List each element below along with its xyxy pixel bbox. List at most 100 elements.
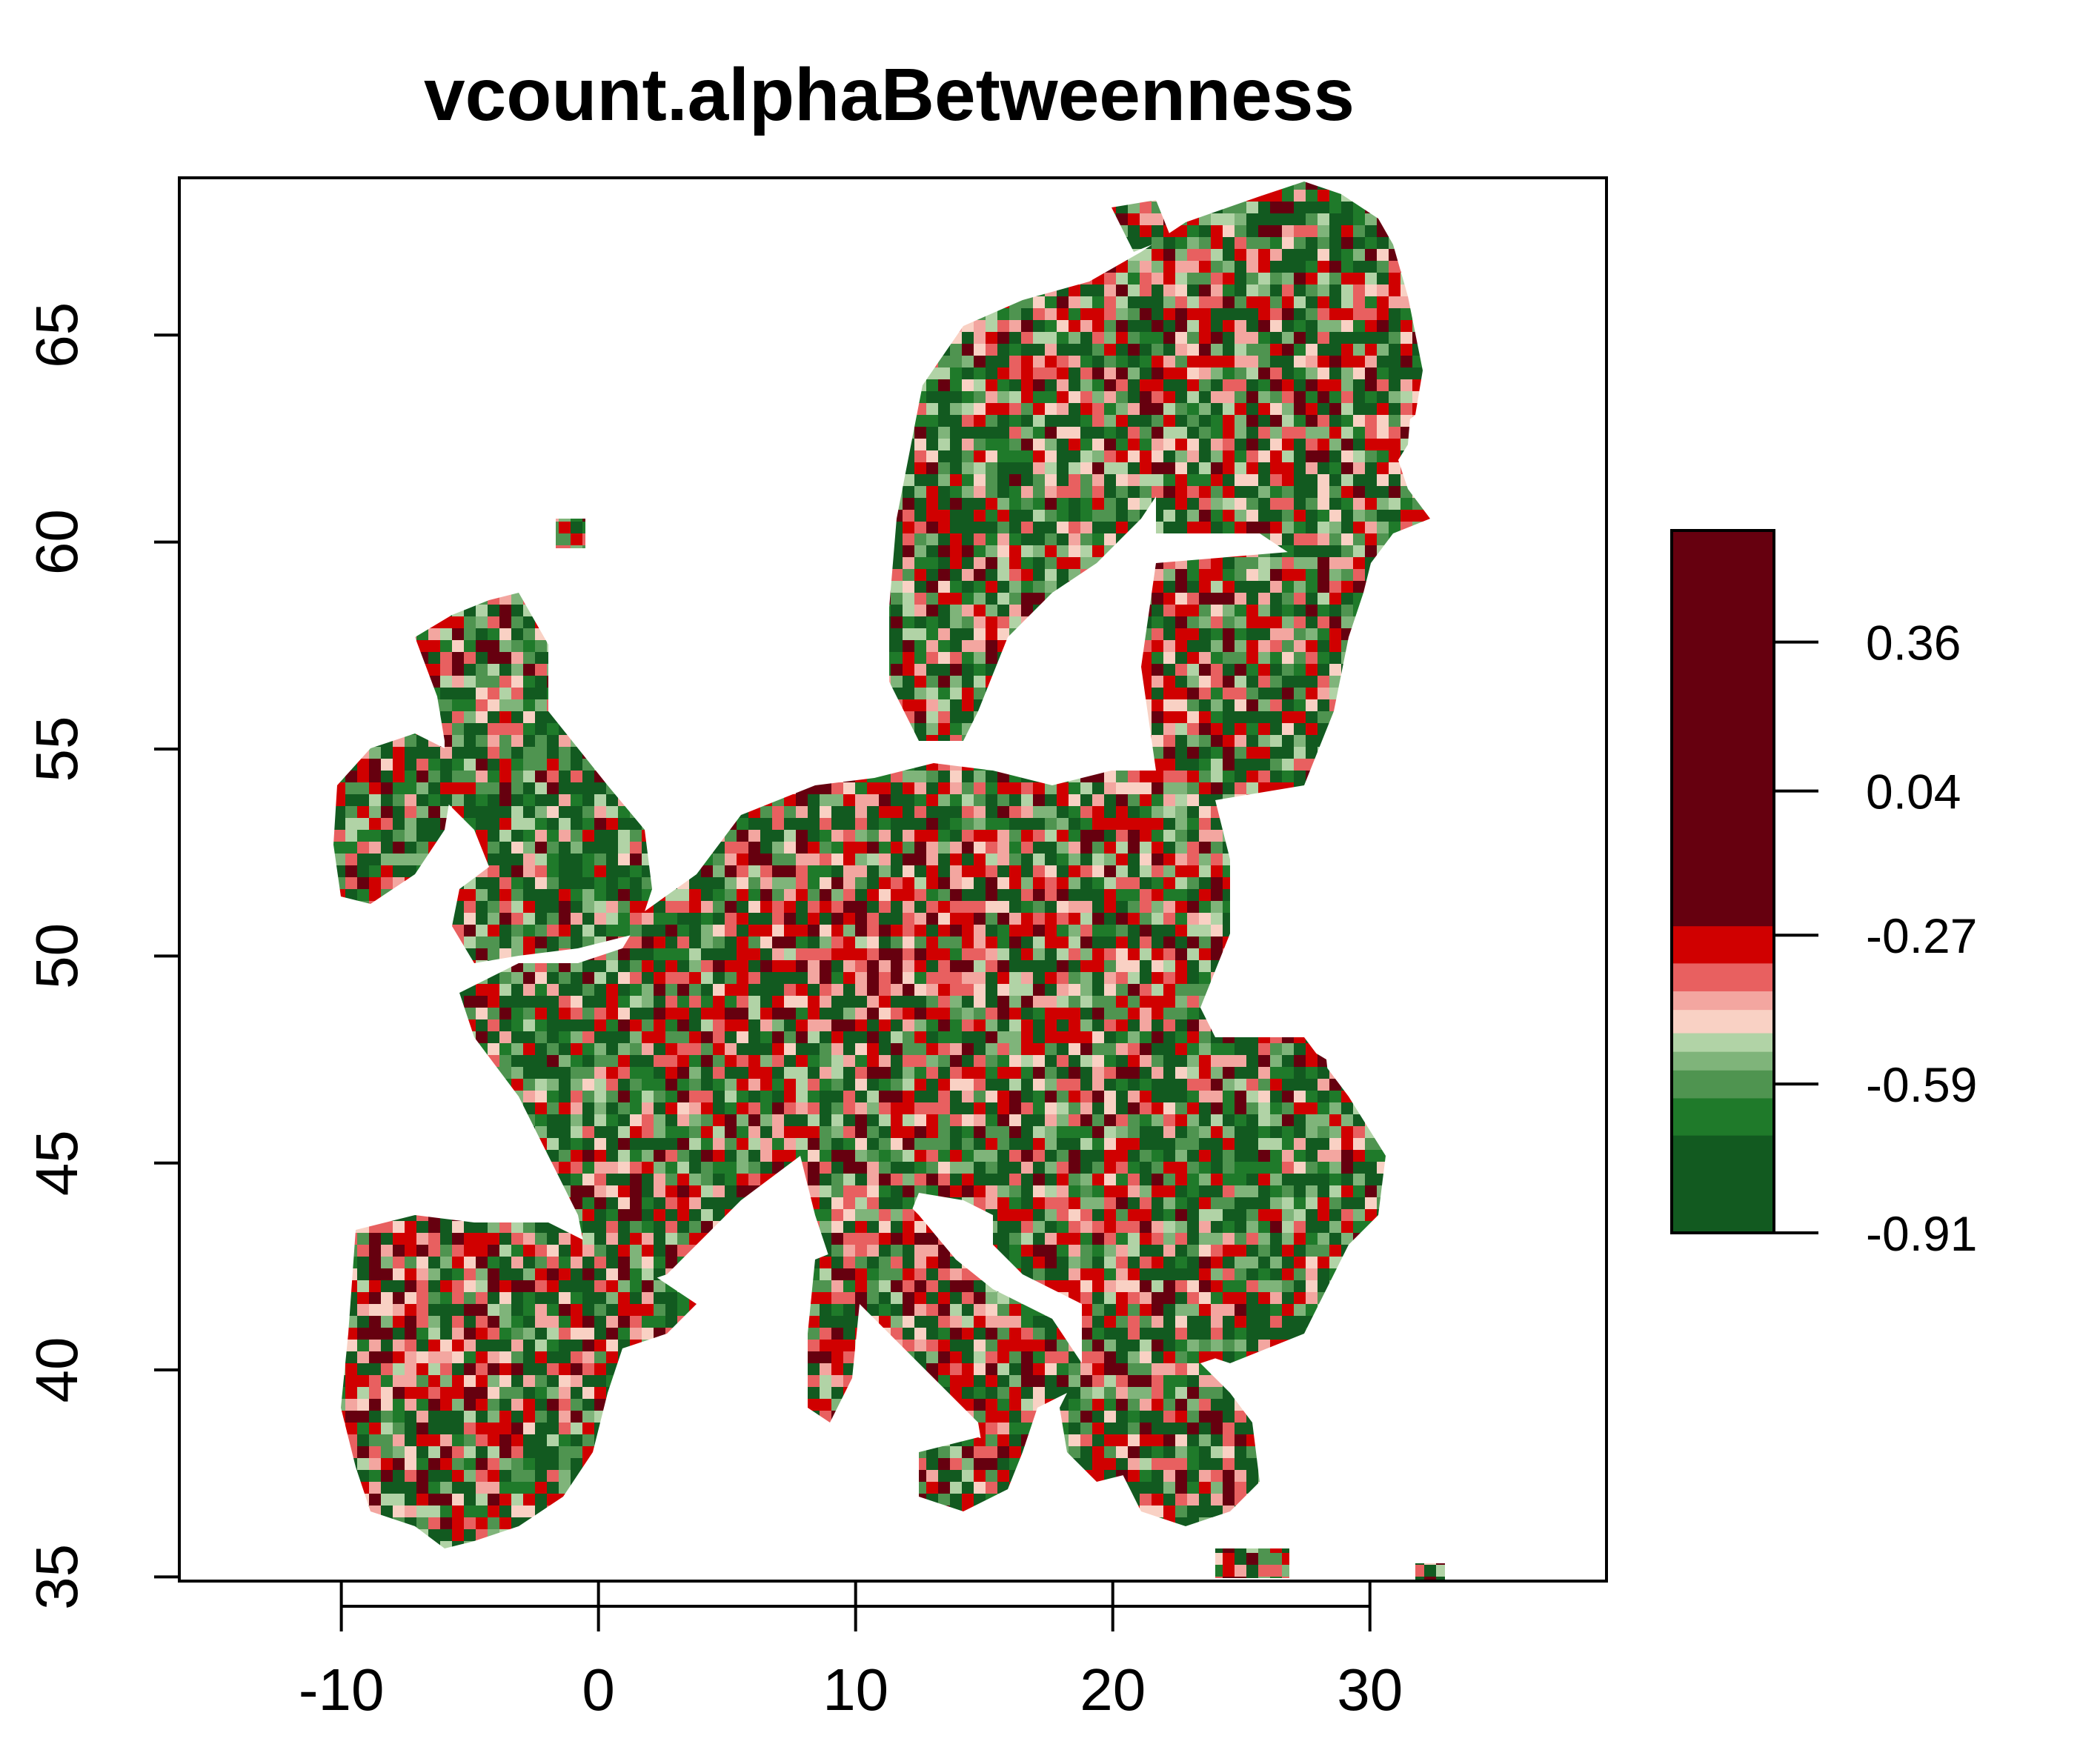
raster-cell (926, 415, 938, 427)
raster-cell (322, 427, 333, 439)
raster-cell (1448, 190, 1460, 202)
raster-cell (867, 498, 879, 510)
raster-cell (227, 474, 239, 486)
raster-cell (1353, 462, 1365, 474)
raster-cell (1187, 510, 1199, 522)
raster-cell (1270, 356, 1282, 367)
raster-cell (997, 190, 1009, 202)
raster-cell (1021, 320, 1033, 332)
raster-cell (1152, 462, 1163, 474)
raster-cell (357, 182, 369, 190)
raster-cell (1306, 308, 1318, 320)
raster-cell (381, 391, 393, 403)
raster-cell (1009, 462, 1021, 474)
raster-cell (808, 427, 820, 439)
raster-cell (357, 522, 369, 533)
raster-cell (523, 308, 535, 320)
raster-cell (559, 249, 571, 261)
raster-cell (1566, 545, 1578, 557)
raster-cell (1424, 640, 1436, 652)
raster-cell (203, 557, 215, 569)
raster-cell (369, 403, 381, 415)
raster-cell (1472, 296, 1483, 308)
raster-cell (1128, 249, 1140, 261)
raster-cell (191, 356, 203, 367)
raster-cell (784, 332, 796, 344)
raster-cell (440, 581, 452, 593)
raster-cell (1472, 533, 1483, 545)
raster-cell (1436, 569, 1445, 581)
raster-cell (950, 474, 962, 486)
raster-cell (1318, 616, 1329, 628)
raster-cell (1080, 249, 1092, 261)
raster-cell (310, 569, 322, 581)
raster-cell (179, 320, 191, 332)
raster-cell (1483, 640, 1495, 652)
raster-cell (440, 308, 452, 320)
raster-cell (1341, 332, 1353, 344)
raster-cell (1436, 439, 1445, 450)
raster-cell (843, 213, 855, 225)
raster-cell (1258, 225, 1270, 237)
raster-cell (582, 605, 594, 616)
raster-cell (891, 285, 903, 296)
raster-cell (713, 261, 725, 273)
raster-cell (630, 367, 642, 379)
raster-cell (322, 474, 333, 486)
raster-cell (1578, 605, 1590, 616)
raster-cell (1483, 344, 1495, 356)
raster-cell (1329, 403, 1341, 415)
raster-cell (571, 486, 582, 498)
raster-cell (1519, 569, 1531, 581)
raster-cell (1199, 415, 1211, 427)
raster-cell (1163, 498, 1175, 510)
raster-cell (345, 367, 357, 379)
raster-cell (393, 640, 405, 652)
raster-cell (582, 391, 594, 403)
raster-cell (1483, 593, 1495, 605)
raster-cell (665, 498, 677, 510)
raster-cell (772, 237, 784, 249)
raster-cell (701, 522, 713, 533)
raster-cell (1448, 628, 1460, 640)
raster-cell (1306, 640, 1318, 652)
raster-cell (1235, 237, 1246, 249)
raster-cell (654, 356, 665, 367)
raster-cell (547, 356, 559, 367)
raster-cell (1590, 273, 1602, 285)
raster-cell (1389, 391, 1400, 403)
raster-cell (962, 403, 974, 415)
raster-cell (488, 356, 499, 367)
raster-cell (1235, 308, 1246, 320)
raster-cell (974, 616, 986, 628)
raster-cell (274, 664, 286, 676)
raster-cell (1318, 569, 1329, 581)
raster-cell (903, 450, 914, 462)
raster-cell (1199, 403, 1211, 415)
raster-cell (808, 522, 820, 533)
raster-cell (748, 237, 760, 249)
raster-cell (725, 190, 737, 202)
raster-cell (333, 308, 345, 320)
raster-cell (1412, 450, 1424, 462)
raster-cell (405, 628, 416, 640)
raster-cell (191, 213, 203, 225)
raster-cell (665, 427, 677, 439)
raster-cell (1318, 450, 1329, 462)
raster-cell (618, 605, 630, 616)
raster-cell (1246, 308, 1258, 320)
raster-cell (618, 261, 630, 273)
raster-cell (1448, 652, 1460, 664)
raster-cell (1495, 296, 1507, 308)
raster-cell (867, 510, 879, 522)
raster-cell (523, 640, 535, 652)
raster-cell (310, 450, 322, 462)
raster-cell (855, 557, 867, 569)
raster-cell (559, 652, 571, 664)
raster-cell (760, 581, 772, 593)
raster-cell (1163, 308, 1175, 320)
raster-cell (464, 320, 476, 332)
raster-cell (867, 640, 879, 652)
raster-cell (760, 237, 772, 249)
raster-cell (1448, 450, 1460, 462)
